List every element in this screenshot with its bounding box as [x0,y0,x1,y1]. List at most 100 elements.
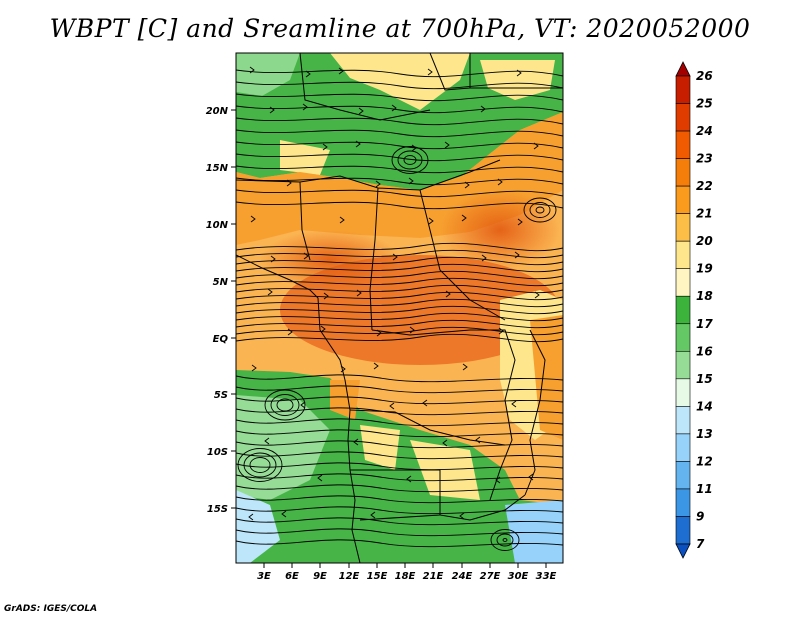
colorbar-swatch [675,350,691,380]
streamline [236,462,563,471]
colorbar-label: 9 [696,509,704,523]
streamline [356,289,362,297]
lon-tick-label: 24E [452,571,473,582]
streamline [461,214,467,222]
streamline [286,179,292,187]
colorbar-label: 25 [696,97,713,111]
wbpt-region-southwest-light [236,395,330,500]
streamline [338,67,344,75]
streamline [236,129,563,138]
streamline [236,528,563,537]
streamline [514,251,520,259]
streamline [496,533,514,547]
colorbar-swatch [675,488,691,517]
wbpt-hot-core-west [260,230,400,290]
streamline [236,374,563,383]
streamline [236,298,563,308]
streamline [480,105,486,113]
streamline [502,538,508,542]
lon-tick-label: 6E [285,571,299,582]
streamline [355,140,361,148]
colorbar-swatch [675,406,691,435]
streamline [475,436,481,444]
streamline [236,312,563,322]
colorbar: 26 25 24 23 22 21 20 19 18 17 16 15 14 13 12 11 9 7 [675,61,713,559]
streamline [397,150,423,170]
streamline [464,181,470,189]
colorbar-swatch [675,185,691,214]
lon-tick-label: 30E [508,571,529,582]
colorbar-label: 19 [696,262,713,276]
colorbar-label: 18 [696,289,713,303]
streamline [236,93,563,102]
lon-tick-label: 9E [313,571,327,582]
streamline [511,400,517,408]
streamline [481,254,487,262]
streamline [236,284,563,294]
streamline [236,506,563,515]
colorbar-top-triangle [675,61,691,77]
lat-tick-label: 15N [206,163,229,174]
streamline [236,517,563,526]
lon-tick-label: 18E [395,571,416,582]
colorbar-label: 22 [696,179,713,193]
streamline [287,328,293,336]
wbpt-region-northeast-yellow [480,60,555,100]
streamline [249,457,271,473]
streamline [376,329,382,337]
streamline [236,440,563,449]
colorbar-bottom-triangle [675,543,691,559]
streamline [236,242,563,252]
streamline [236,326,563,336]
streamline [442,439,448,447]
streamline [237,448,283,482]
colorbar-swatch [675,516,691,545]
lat-tick-label: EQ [213,334,229,345]
wbpt-region-northwest-light [236,53,300,96]
streamline [444,141,450,149]
streamline [516,69,522,77]
streamline [411,144,417,152]
colorbar-swatch [675,130,691,159]
lat-tick-label: 5S [214,390,228,401]
colorbar-label: 11 [696,482,713,496]
streamline [236,165,563,174]
lon-tick-label: 12E [339,571,360,582]
streamline [528,473,534,481]
streamline [236,270,563,280]
wbpt-region-south-yellow-2 [410,440,480,500]
streamline [236,81,563,90]
lon-tick-label: 27E [480,571,501,582]
streamline [403,155,417,165]
streamline [248,513,254,521]
streamline [236,105,563,114]
colorbar-label: 14 [696,399,713,413]
wbpt-region-southeast-blue [505,500,563,563]
streamline [236,69,563,78]
streamline [267,288,273,296]
lat-tick-label: 5N [213,277,229,288]
colorbar-swatch [675,103,691,132]
colorbar-swatch [675,240,691,270]
streamline [322,143,328,151]
streamline [391,146,429,174]
colorbar-label: 26 [696,69,713,83]
colorbar-swatch [675,295,691,325]
credit-label: GrADS: IGES/COLA [4,604,98,614]
colorbar-swatch [675,213,691,242]
country-borders [236,53,563,563]
streamline [236,305,563,315]
streamline [270,255,276,263]
streamline [303,252,309,260]
chart-title: WBPT [C] and Sreamline at 700hPa, VT: 20… [49,14,751,43]
wbpt-region-south-yellow [360,425,400,470]
streamline [408,177,414,185]
streamline [236,117,563,126]
streamline [236,418,563,427]
streamline [498,327,504,335]
colorbar-swatch [675,323,691,352]
colorbar-label: 20 [696,234,713,248]
lat-tick-label: 10N [206,220,229,231]
streamline [422,399,428,407]
lon-axis: 3E 6E 9E 12E 15E 18E 21E 24E 27E 30E 33E [257,563,557,582]
